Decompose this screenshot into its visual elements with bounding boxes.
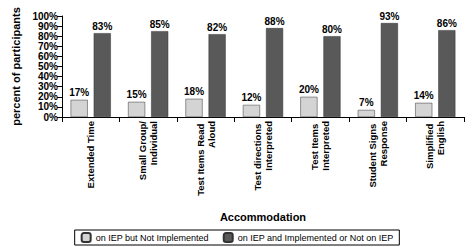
svg-text:on IEP but Not Implemented: on IEP but Not Implemented (96, 233, 209, 243)
svg-text:50%: 50% (38, 61, 58, 72)
svg-text:Individual: Individual (148, 121, 159, 165)
svg-text:10%: 10% (38, 101, 58, 112)
svg-text:17%: 17% (69, 87, 89, 98)
svg-text:15%: 15% (127, 89, 147, 100)
svg-text:Response: Response (378, 121, 389, 166)
svg-text:60%: 60% (38, 51, 58, 62)
svg-text:7%: 7% (359, 97, 374, 108)
svg-text:14%: 14% (414, 90, 434, 101)
svg-text:Small Group/: Small Group/ (137, 121, 148, 180)
svg-text:88%: 88% (265, 16, 285, 27)
svg-text:12%: 12% (241, 92, 261, 103)
svg-text:Test Items: Test Items (309, 121, 320, 170)
svg-text:0%: 0% (44, 112, 59, 123)
svg-text:Student Signs: Student Signs (367, 121, 378, 188)
svg-text:Aloud: Aloud (206, 121, 217, 148)
svg-text:80%: 80% (322, 24, 342, 35)
svg-text:Test directions: Test directions (252, 121, 263, 191)
svg-text:on IEP and Implemented or Not: on IEP and Implemented or Not on IEP (238, 233, 393, 243)
svg-text:85%: 85% (150, 19, 170, 30)
svg-text:86%: 86% (437, 18, 457, 29)
svg-text:18%: 18% (184, 86, 204, 97)
svg-text:percent of participants: percent of participants (10, 7, 22, 126)
svg-text:20%: 20% (38, 91, 58, 102)
svg-text:Extended Time: Extended Time (85, 121, 96, 188)
svg-text:100%: 100% (32, 11, 58, 22)
svg-text:83%: 83% (92, 21, 112, 32)
svg-text:70%: 70% (38, 41, 58, 52)
svg-text:82%: 82% (207, 22, 227, 33)
svg-text:80%: 80% (38, 31, 58, 42)
svg-text:93%: 93% (379, 11, 399, 22)
svg-text:English: English (435, 121, 446, 156)
svg-text:Test Items Read: Test Items Read (195, 121, 206, 196)
svg-text:40%: 40% (38, 71, 58, 82)
svg-text:30%: 30% (38, 81, 58, 92)
svg-text:90%: 90% (38, 21, 58, 32)
svg-text:Accommodation: Accommodation (220, 211, 306, 223)
svg-text:Simplified: Simplified (424, 121, 435, 169)
svg-text:20%: 20% (299, 84, 319, 95)
svg-text:Interpreted: Interpreted (320, 121, 331, 171)
svg-text:Interpreted: Interpreted (263, 121, 274, 171)
